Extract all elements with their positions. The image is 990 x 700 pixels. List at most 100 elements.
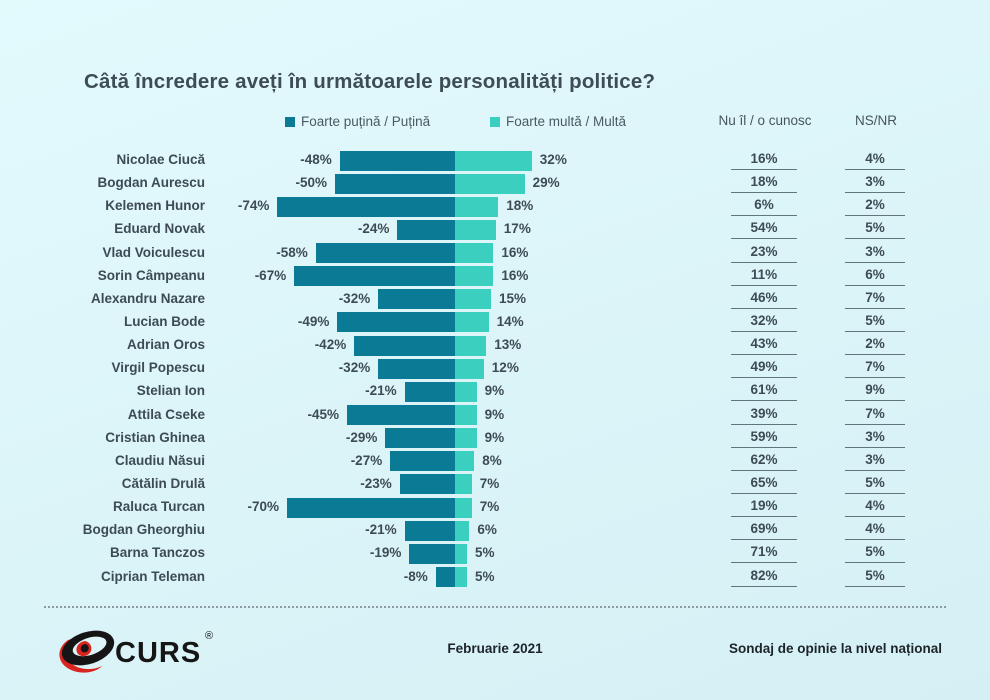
nsnr-value: 7%: [845, 359, 905, 379]
negative-value-label: -42%: [314, 337, 347, 353]
positive-bar: [455, 173, 525, 194]
negative-bar: [337, 312, 455, 333]
unknown-value: 32%: [731, 313, 797, 332]
positive-bar: [455, 497, 472, 518]
person-name: Cristian Ghinea: [105, 429, 205, 445]
person-name: Adrian Oros: [126, 337, 205, 353]
chart-row: Bogdan Gheorghiu -21% 6% 69% 4%: [0, 519, 990, 542]
nsnr-value: 5%: [845, 313, 905, 332]
positive-bar: [455, 150, 532, 171]
person-name: Barna Tanczos: [109, 545, 205, 561]
negative-bar: [354, 335, 455, 356]
negative-value-label: -29%: [345, 429, 378, 445]
negative-bar: [399, 474, 455, 495]
nsnr-value: 4%: [845, 151, 905, 170]
positive-bar: [455, 474, 472, 495]
positive-value-label: 5%: [475, 545, 495, 561]
positive-bar: [455, 243, 494, 264]
negative-value-label: -24%: [357, 221, 390, 237]
positive-bar: [455, 520, 470, 541]
negative-value-label: -21%: [365, 522, 397, 538]
column-header-nsnr: NS/NR: [854, 113, 897, 128]
nsnr-value: 5%: [845, 220, 905, 240]
chart-row: Virgil Popescu -32% 12% 49% 7%: [0, 357, 990, 380]
footer-divider: [44, 606, 946, 608]
nsnr-value: 7%: [845, 406, 905, 425]
positive-bar: [455, 266, 494, 287]
nsnr-value: 3%: [845, 244, 905, 263]
chart-row: Eduard Novak -24% 17% 54% 5%: [0, 218, 990, 241]
person-name: Virgil Popescu: [111, 360, 205, 376]
curs-logo: CURS ®: [59, 630, 213, 673]
page-title: Câtă încredere aveți în următoarele pers…: [84, 70, 656, 93]
nsnr-value: 5%: [845, 544, 905, 564]
negative-bar: [404, 520, 455, 541]
unknown-value: 49%: [731, 359, 797, 379]
chart-row: Alexandru Nazare -32% 15% 46% 7%: [0, 288, 990, 311]
person-name: Vlad Voiculescu: [102, 244, 205, 260]
positive-bar: [455, 381, 477, 402]
person-name: Ciprian Teleman: [100, 568, 205, 584]
negative-value-label: -23%: [360, 475, 392, 491]
nsnr-value: 3%: [845, 174, 905, 194]
nsnr-value: 5%: [845, 475, 905, 494]
chart-row: Cristian Ghinea -29% 9% 59% 3%: [0, 427, 990, 450]
positive-value-label: 32%: [539, 152, 567, 167]
nsnr-value: 6%: [845, 267, 905, 286]
chart-row: Stelian Ion -21% 9% 61% 9%: [0, 380, 990, 403]
unknown-value: 11%: [731, 267, 797, 286]
unknown-value: 54%: [731, 220, 797, 240]
column-header-unknown: Nu îl / o cunosc: [718, 113, 812, 128]
positive-bar: [455, 567, 467, 588]
unknown-value: 23%: [731, 244, 797, 263]
negative-bar: [277, 196, 455, 217]
negative-value-label: -49%: [297, 313, 330, 329]
negative-bar: [294, 266, 455, 287]
chart-row: Sorin Câmpeanu -67% 16% 11% 6%: [0, 265, 990, 288]
nsnr-value: 4%: [845, 521, 905, 541]
positive-bar: [455, 312, 489, 333]
negative-bar: [378, 289, 455, 310]
positive-value-label: 5%: [475, 568, 495, 584]
person-name: Raluca Turcan: [112, 499, 205, 515]
legend-swatch-negative-icon: [285, 116, 295, 127]
negative-value-label: -58%: [276, 244, 308, 260]
unknown-value: 59%: [731, 429, 797, 448]
positive-value-label: 12%: [491, 360, 519, 376]
positive-bar: [455, 358, 484, 379]
footer-note: Sondaj de opinie la nivel național: [728, 641, 942, 656]
positive-value-label: 16%: [501, 244, 529, 260]
positive-value-label: 13%: [494, 337, 522, 353]
positive-bar: [455, 219, 496, 240]
negative-value-label: -21%: [365, 383, 397, 399]
negative-value-label: -48%: [300, 152, 332, 167]
positive-value-label: 9%: [484, 406, 505, 422]
nsnr-value: 3%: [845, 452, 905, 471]
person-name: Stelian Ion: [136, 383, 205, 399]
person-name: Attila Cseke: [127, 406, 205, 422]
negative-value-label: -67%: [254, 267, 287, 283]
negative-bar: [385, 428, 455, 449]
nsnr-value: 5%: [845, 568, 905, 587]
negative-value-label: -74%: [237, 198, 270, 214]
chart-row: Raluca Turcan -70% 7% 19% 4%: [0, 496, 990, 519]
negative-bar: [347, 405, 455, 426]
positive-value-label: 7%: [479, 475, 500, 491]
legend-swatch-positive-icon: [490, 116, 500, 127]
nsnr-value: 2%: [845, 197, 905, 217]
person-name: Nicolae Ciucă: [116, 152, 205, 167]
person-name: Cătălin Drulă: [121, 475, 205, 491]
chart-row: Claudiu Năsui -27% 8% 62% 3%: [0, 450, 990, 473]
positive-value-label: 15%: [499, 290, 527, 306]
person-name: Eduard Novak: [114, 221, 205, 237]
chart-row: Cătălin Drulă -23% 7% 65% 5%: [0, 473, 990, 496]
negative-bar: [287, 497, 455, 518]
negative-bar: [397, 219, 455, 240]
positive-bar: [455, 335, 487, 356]
negative-bar: [435, 567, 455, 588]
chart-row: Ciprian Teleman -8% 5% 82% 5%: [0, 566, 990, 589]
unknown-value: 61%: [731, 382, 797, 402]
positive-value-label: 17%: [503, 221, 531, 237]
unknown-value: 71%: [731, 544, 797, 564]
